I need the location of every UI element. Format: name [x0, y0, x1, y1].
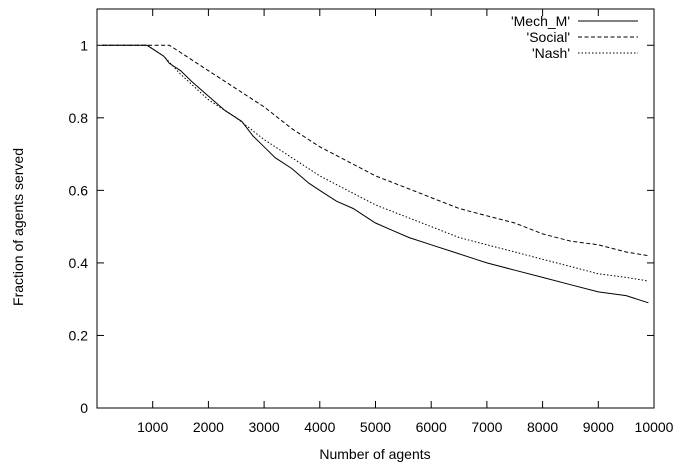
series-line-2 [102, 44, 649, 257]
y-tick-label: 0 [80, 400, 88, 416]
y-tick-label: 0.2 [69, 327, 89, 343]
y-axis: 0 0.2 0.4 0.6 0.8 1 [69, 37, 654, 416]
x-tick-label: 8000 [527, 419, 558, 435]
x-tick-label: 10000 [635, 419, 674, 435]
plot-border [96, 8, 655, 409]
y-tick-label: 1 [80, 37, 88, 53]
y-tick-label: 0.8 [69, 110, 89, 126]
x-tick-label: 5000 [360, 419, 391, 435]
legend-label: 'Nash' [532, 45, 570, 61]
plot-area [96, 8, 655, 409]
series-group [102, 44, 649, 304]
legend-label: 'Social' [527, 29, 570, 45]
y-axis-label: Fraction of agents served [10, 148, 26, 306]
x-axis-label: Number of agents [319, 446, 430, 462]
legend: 'Mech_M''Social''Nash' [511, 13, 638, 61]
y-tick-label: 0.6 [69, 182, 89, 198]
x-tick-label: 4000 [304, 419, 335, 435]
x-tick-label: 1000 [137, 419, 168, 435]
x-tick-label: 6000 [416, 419, 447, 435]
x-tick-label: 2000 [193, 419, 224, 435]
x-axis: 1000 2000 3000 4000 5000 6000 7000 8000 9000 1000… [137, 9, 674, 435]
series-line-1 [102, 44, 649, 304]
legend-label: 'Mech_M' [511, 13, 570, 29]
x-tick-label: 3000 [249, 419, 280, 435]
series-line-3 [102, 44, 649, 282]
y-tick-label: 0.4 [69, 255, 89, 271]
x-tick-label: 7000 [471, 419, 502, 435]
x-tick-label: 9000 [583, 419, 614, 435]
